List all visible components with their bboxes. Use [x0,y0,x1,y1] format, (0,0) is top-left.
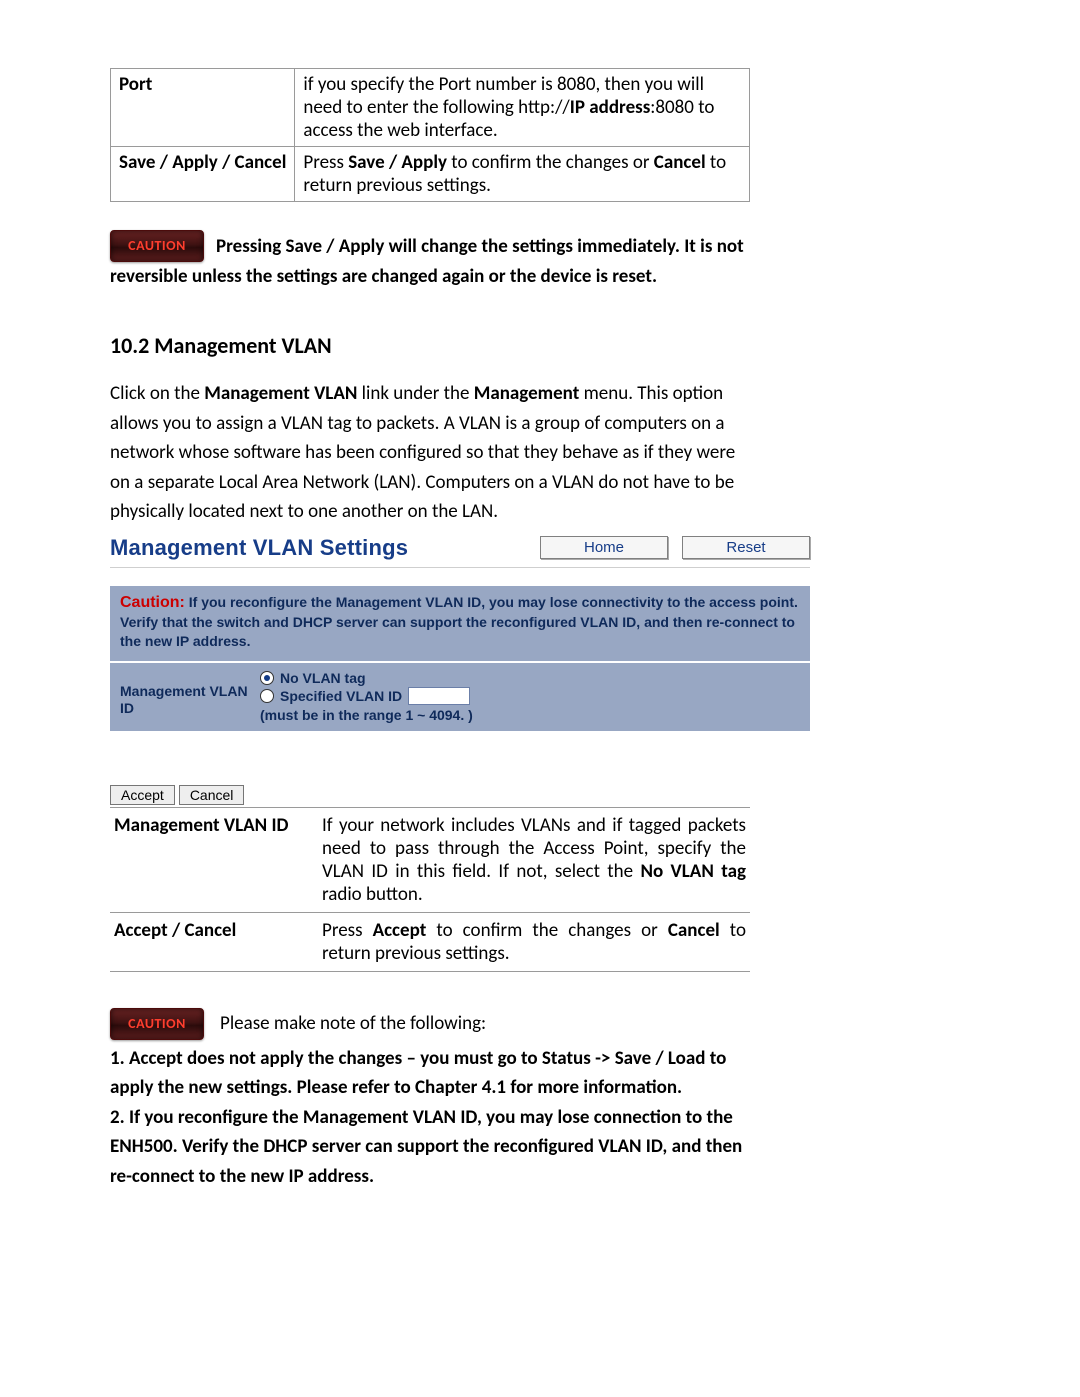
table-row: Management VLAN ID If your network inclu… [110,807,750,912]
panel-caution: Caution: If you reconfigure the Manageme… [110,586,810,661]
text: Press [322,919,373,942]
text: Click on the [110,382,204,405]
table-row: Accept / Cancel Press Accept to confirm … [110,912,750,971]
caution-block: CAUTION Pressing Save / Apply will chang… [110,230,750,292]
port-params-table: Port if you specify the Port number is 8… [110,68,750,202]
text: Management VLAN [120,683,248,699]
text: to confirm the changes or [447,151,654,174]
desc-key: Management VLAN ID [110,807,318,912]
caution-text: reversible unless the settings are chang… [110,262,750,292]
text: Press [303,151,348,174]
specified-vlan-id-option: Specified VLAN ID [280,688,402,704]
desc-value: Press Accept to confirm the changes or C… [318,912,750,971]
accept-button[interactable]: Accept [110,785,175,805]
param-key: Save / Apply / Cancel [111,147,295,202]
text-bold: Cancel [668,919,720,942]
text-bold: IP address [570,96,651,119]
caution-item: 1. Accept does not apply the changes – y… [110,1044,750,1103]
desc-value: If your network includes VLANs and if ta… [318,807,750,912]
text: ID [120,700,134,716]
description-table: Management VLAN ID If your network inclu… [110,807,750,972]
param-value: if you specify the Port number is 8080, … [295,69,750,147]
no-vlan-tag-option: No VLAN tag [280,670,366,686]
reset-button[interactable]: Reset [682,536,810,559]
table-row: Port if you specify the Port number is 8… [111,69,750,147]
param-value: Press Save / Apply to confirm the change… [295,147,750,202]
text: radio button. [322,883,423,906]
divider [110,567,810,568]
table-row: Save / Apply / Cancel Press Save / Apply… [111,147,750,202]
desc-key: Accept / Cancel [110,912,318,971]
text-bold: Accept [373,919,427,942]
specified-vlan-id-radio[interactable] [260,689,274,703]
caution-icon: CAUTION [110,230,204,262]
text: link under the [357,382,473,405]
cancel-button[interactable]: Cancel [179,785,245,805]
caution-message: If you reconfigure the Management VLAN I… [120,594,798,649]
text: to confirm the changes or [426,919,668,942]
home-button[interactable]: Home [540,536,668,559]
caution-lead-text: Please make note of the following: [220,1009,486,1038]
caution-item: 2. If you reconfigure the Management VLA… [110,1103,750,1191]
text-bold: Management VLAN [204,382,357,405]
text-bold: No VLAN tag [640,860,746,883]
param-key: Port [111,69,295,147]
no-vlan-tag-radio[interactable] [260,671,274,685]
panel-body: Caution: If you reconfigure the Manageme… [110,586,810,731]
vlan-id-input[interactable] [408,687,470,705]
vlan-range-note: (must be in the range 1 ~ 4094. ) [260,707,800,723]
text-bold: Save / Apply [348,151,447,174]
section-heading: 10.2 Management VLAN [110,332,750,359]
vlan-id-label: Management VLAN ID [120,669,260,723]
caution-block-2: CAUTION Please make note of the followin… [110,1008,750,1191]
vlan-settings-panel: Management VLAN Settings Home Reset Caut… [110,533,810,805]
caution-text: Pressing Save / Apply will change the se… [216,232,744,262]
text-bold: Management [474,382,580,405]
caution-icon: CAUTION [110,1008,204,1040]
panel-title: Management VLAN Settings [110,535,408,561]
caution-label: Caution: [120,594,185,611]
intro-paragraph: Click on the Management VLAN link under … [110,379,750,526]
text-bold: Cancel [654,151,706,174]
